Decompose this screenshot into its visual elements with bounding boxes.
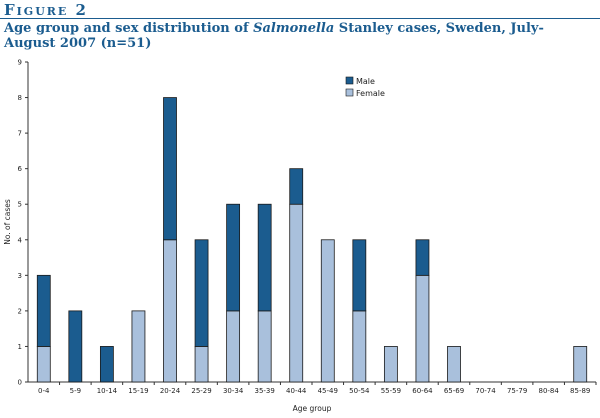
bar-male-0-4 [36, 274, 51, 347]
legend-swatch-male [345, 76, 354, 85]
y-axis-label: No. of cases [3, 199, 12, 245]
bar-male-40-44 [289, 168, 304, 205]
y-tick-label: 1 [18, 343, 22, 351]
x-tick-label: 35-39 [254, 387, 274, 395]
x-tick-label: 80-84 [538, 387, 559, 395]
bar-female-50-54 [352, 310, 367, 383]
bar-female-60-64 [415, 274, 430, 383]
y-tick-label: 9 [18, 59, 22, 67]
bar-male-60-64 [415, 239, 430, 276]
x-tick-label: 10-14 [97, 387, 118, 395]
y-tick-label: 2 [18, 307, 22, 315]
x-tick-label: 0-4 [38, 387, 50, 395]
bar-female-15-19 [131, 310, 146, 383]
legend-swatch-female [345, 88, 354, 97]
bar-male-30-34 [226, 203, 241, 312]
bar-male-20-24 [163, 97, 177, 241]
x-tick-label: 60-64 [412, 387, 433, 395]
y-tick-label: 0 [18, 379, 22, 387]
bar-female-85-89 [573, 346, 588, 383]
bar-male-35-39 [257, 203, 272, 312]
x-tick-label: 70-74 [475, 387, 496, 395]
bar-female-55-59 [383, 346, 398, 383]
header-rule [0, 18, 600, 19]
y-tick-label: 6 [18, 165, 23, 173]
bar-male-50-54 [352, 239, 367, 312]
x-tick-label: 5-9 [70, 387, 81, 395]
x-tick-label: 85-89 [570, 387, 590, 395]
y-tick-label: 3 [18, 272, 22, 280]
x-tick-label: 40-44 [286, 387, 307, 395]
x-tick-label: 25-29 [191, 387, 211, 395]
bar-male-10-14 [99, 346, 114, 383]
bar-female-0-4 [36, 346, 51, 383]
y-tick-label: 4 [18, 236, 23, 244]
bar-male-25-29 [194, 239, 209, 347]
y-tick-label: 7 [18, 130, 22, 138]
x-tick-label: 15-19 [128, 387, 148, 395]
bar-female-35-39 [257, 310, 272, 383]
y-tick-label: 5 [18, 201, 22, 209]
figure-title: Age group and sex distribution of Salmon… [4, 21, 594, 51]
x-tick-label: 55-59 [381, 387, 401, 395]
x-tick-label: 75-79 [507, 387, 527, 395]
x-tick-label: 30-34 [223, 387, 244, 395]
bar-female-20-24 [163, 239, 177, 383]
bar-female-45-49 [320, 239, 335, 383]
bar-female-65-69 [447, 346, 461, 383]
x-tick-label: 20-24 [160, 387, 181, 395]
legend-label-female: Female [356, 89, 385, 98]
bar-female-40-44 [289, 203, 304, 383]
bar-male-5-9 [68, 310, 83, 383]
title-part-2: Stanley cases, Sweden, July-August 2007 … [4, 21, 544, 51]
bar-female-30-34 [226, 310, 241, 383]
legend-label-male: Male [356, 77, 375, 86]
bar-female-25-29 [194, 346, 209, 383]
title-organism: Salmonella [253, 21, 335, 36]
y-tick-label: 8 [18, 94, 22, 102]
x-tick-label: 50-54 [349, 387, 370, 395]
figure-label: Figure 2 [4, 1, 88, 19]
x-tick-label: 65-69 [444, 387, 464, 395]
title-part-1: Age group and sex distribution of [4, 21, 254, 36]
x-axis-label: Age group [293, 404, 332, 413]
x-tick-label: 45-49 [318, 387, 338, 395]
